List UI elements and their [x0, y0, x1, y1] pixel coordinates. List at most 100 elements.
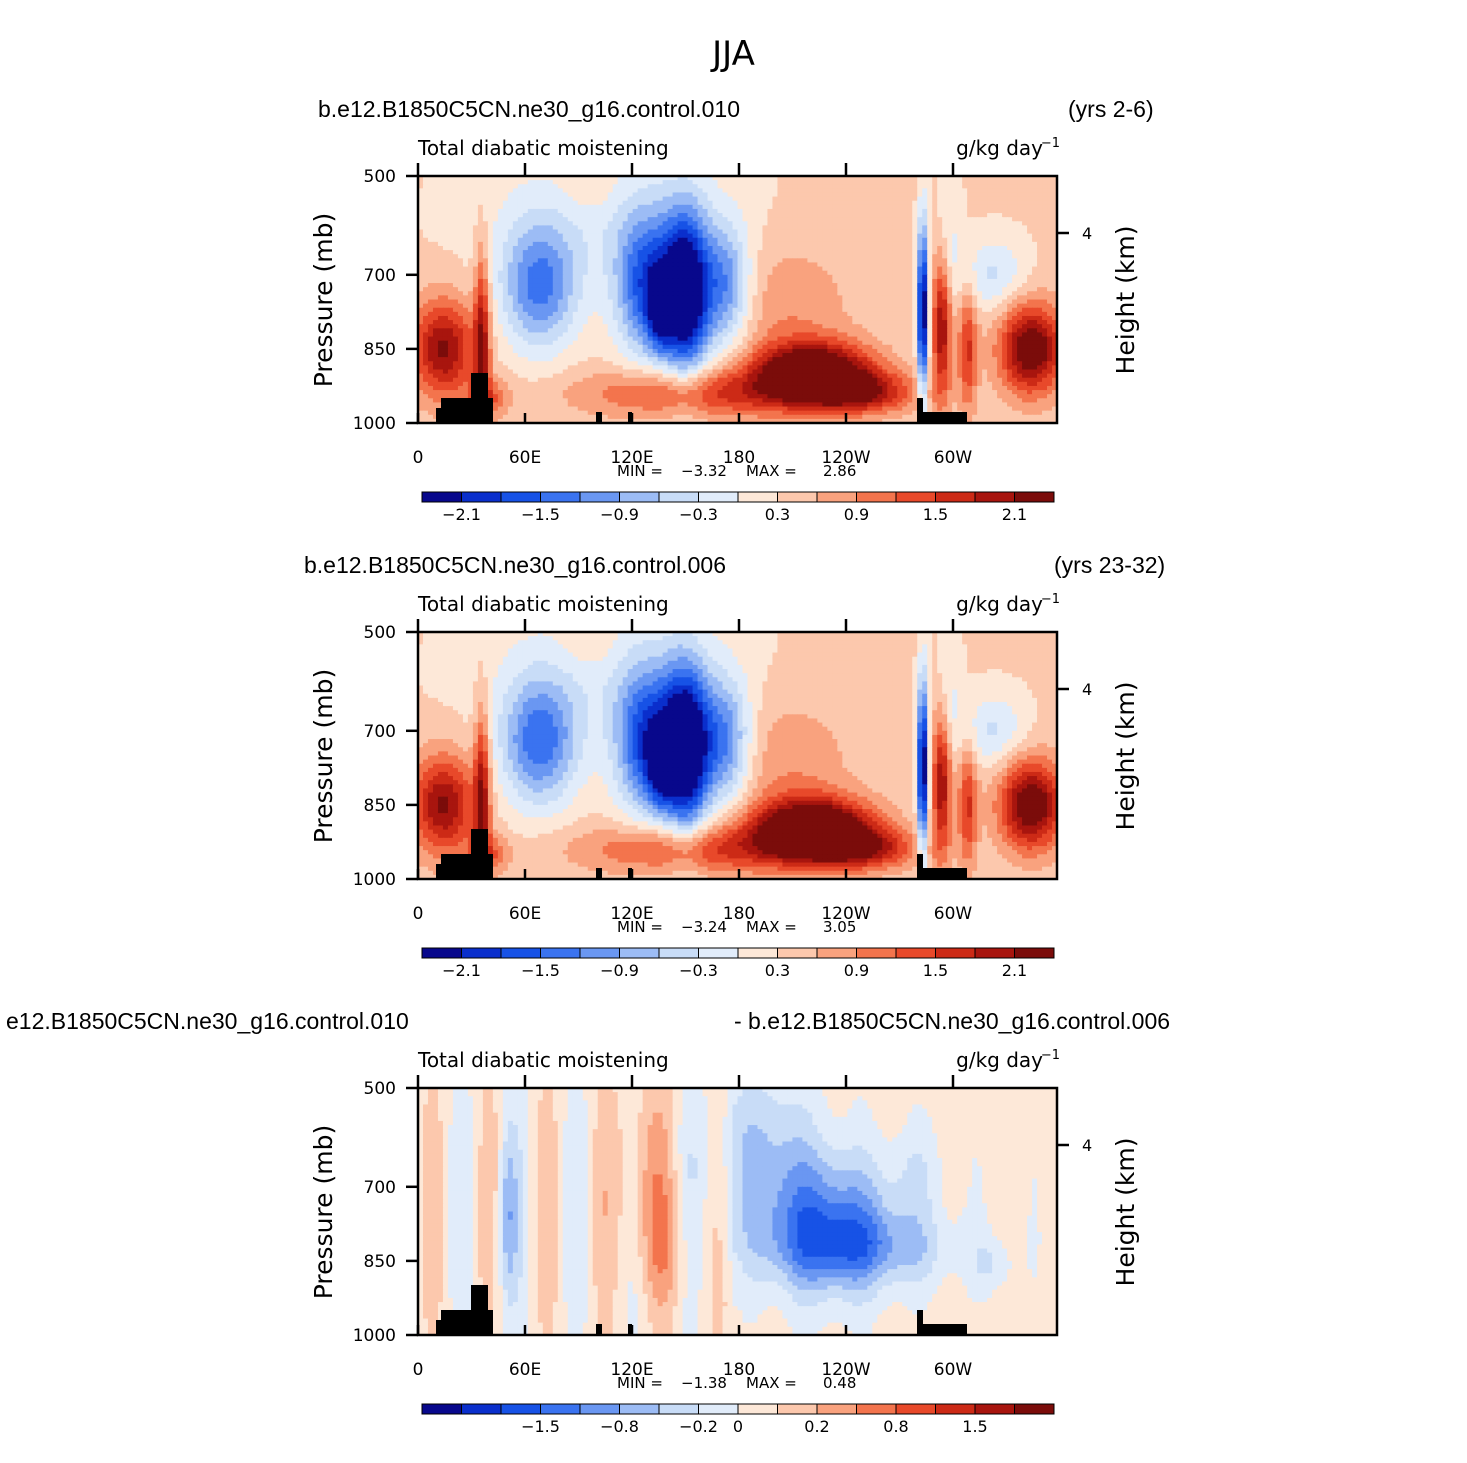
- contour-cell: [842, 311, 848, 317]
- contour-cell: [418, 299, 424, 305]
- contour-cell: [1022, 237, 1028, 243]
- contour-cell: [677, 270, 684, 276]
- contour-cell: [682, 250, 689, 255]
- contour-cell: [642, 283, 649, 288]
- contour-cell: [657, 200, 664, 206]
- contour-cell: [637, 320, 644, 325]
- contour-cell: [517, 299, 524, 305]
- contour-cell: [532, 225, 539, 231]
- contour-cell: [487, 208, 494, 214]
- contour-cell: [562, 184, 569, 189]
- contour-cell: [652, 287, 659, 292]
- contour-cell: [1022, 180, 1028, 185]
- contour-cell: [647, 258, 654, 264]
- contour-cell: [742, 225, 749, 231]
- contour-cell: [897, 299, 903, 305]
- contour-cell: [677, 278, 684, 284]
- contour-cell: [637, 250, 644, 255]
- contour-cell: [792, 213, 798, 218]
- contour-cell: [557, 266, 564, 272]
- contour-cell: [1002, 188, 1008, 194]
- contour-cell: [597, 262, 604, 268]
- contour-cell: [622, 291, 629, 296]
- contour-cell: [982, 180, 988, 185]
- contour-cell: [802, 254, 808, 259]
- contour-cell: [922, 229, 928, 235]
- contour-cell: [997, 291, 1003, 296]
- contour-cell: [937, 208, 943, 214]
- contour-cell: [907, 291, 913, 296]
- contour-cell: [912, 299, 918, 305]
- contour-cell: [797, 254, 803, 259]
- contour-cell: [662, 258, 669, 264]
- contour-cell: [722, 176, 729, 181]
- contour-cell: [732, 196, 739, 202]
- contour-cell: [427, 196, 434, 202]
- contour-cell: [1047, 208, 1053, 214]
- contour-cell: [962, 204, 968, 210]
- contour-cell: [492, 320, 499, 325]
- contour-cell: [562, 283, 569, 288]
- contour-cell: [977, 307, 983, 313]
- contour-cell: [607, 213, 614, 218]
- contour-cell: [917, 233, 923, 239]
- contour-cell: [542, 237, 549, 243]
- contour-cell: [877, 176, 883, 181]
- contour-cell: [1017, 274, 1023, 280]
- contour-cell: [662, 180, 669, 185]
- contour-cell: [597, 332, 604, 338]
- contour-cell: [892, 274, 898, 280]
- contour-cell: [772, 266, 779, 272]
- contour-cell: [847, 262, 853, 268]
- contour-cell: [467, 208, 474, 214]
- contour-cell: [937, 204, 943, 210]
- contour-cell: [742, 254, 749, 259]
- contour-cell: [457, 278, 464, 284]
- contour-cell: [762, 311, 769, 317]
- contour-cell: [572, 184, 579, 189]
- contour-cell: [972, 225, 978, 231]
- contour-cell: [642, 196, 649, 202]
- contour-cell: [817, 233, 823, 239]
- contour-cell: [472, 299, 479, 305]
- contour-cell: [462, 295, 469, 301]
- contour-cell: [682, 204, 689, 210]
- contour-cell: [807, 176, 813, 181]
- contour-cell: [637, 204, 644, 210]
- contour-cell: [867, 221, 873, 226]
- contour-cell: [602, 299, 609, 305]
- contour-cell: [842, 229, 848, 235]
- contour-cell: [832, 221, 838, 226]
- contour-cell: [692, 254, 699, 259]
- contour-cell: [587, 237, 594, 243]
- contour-cell: [1022, 283, 1028, 288]
- contour-cell: [802, 311, 808, 317]
- contour-cell: [822, 254, 828, 259]
- contour-cell: [507, 192, 514, 198]
- contour-cell: [427, 245, 434, 251]
- contour-cell: [727, 237, 734, 243]
- contour-cell: [877, 245, 883, 251]
- contour-cell: [512, 283, 519, 288]
- contour-cell: [822, 245, 828, 251]
- contour-cell: [962, 184, 968, 189]
- contour-cell: [697, 254, 704, 259]
- contour-cell: [937, 295, 943, 301]
- contour-cell: [842, 241, 848, 247]
- contour-cell: [597, 196, 604, 202]
- contour-cell: [647, 217, 654, 222]
- contour-cell: [992, 196, 998, 202]
- contour-cell: [1022, 184, 1028, 189]
- contour-cell: [942, 266, 948, 272]
- contour-cell: [432, 324, 439, 329]
- contour-cell: [677, 225, 684, 231]
- contour-cell: [722, 204, 729, 210]
- contour-cell: [487, 192, 494, 198]
- contour-cell: [437, 287, 444, 292]
- contour-cell: [687, 241, 694, 247]
- contour-cell: [462, 208, 469, 214]
- contour-cell: [912, 196, 918, 202]
- contour-cell: [422, 307, 429, 313]
- contour-cell: [502, 311, 509, 317]
- contour-cell: [912, 184, 918, 189]
